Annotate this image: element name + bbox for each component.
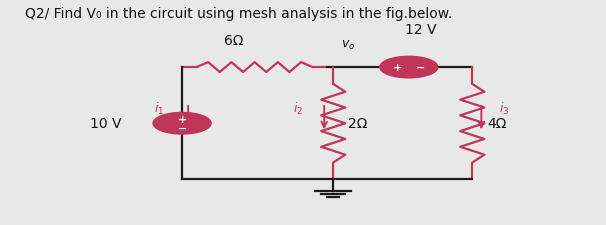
Text: +: + bbox=[393, 63, 402, 73]
Text: $i_1$: $i_1$ bbox=[154, 100, 164, 116]
Text: $i_3$: $i_3$ bbox=[499, 100, 510, 116]
Text: 2Ω: 2Ω bbox=[348, 117, 368, 131]
Text: $v_o$: $v_o$ bbox=[341, 39, 356, 52]
Text: 6Ω: 6Ω bbox=[224, 34, 243, 48]
Text: Q2/ Find V₀ in the circuit using mesh analysis in the fig.below.: Q2/ Find V₀ in the circuit using mesh an… bbox=[25, 7, 452, 21]
Text: 10 V: 10 V bbox=[90, 117, 122, 131]
Circle shape bbox=[380, 57, 438, 79]
Text: +: + bbox=[178, 114, 187, 124]
Circle shape bbox=[153, 113, 211, 134]
Text: 12 V: 12 V bbox=[405, 22, 437, 36]
Text: −: − bbox=[416, 63, 425, 73]
Text: 4Ω: 4Ω bbox=[487, 117, 507, 131]
Text: −: − bbox=[178, 123, 187, 133]
Text: $i_2$: $i_2$ bbox=[293, 100, 303, 116]
